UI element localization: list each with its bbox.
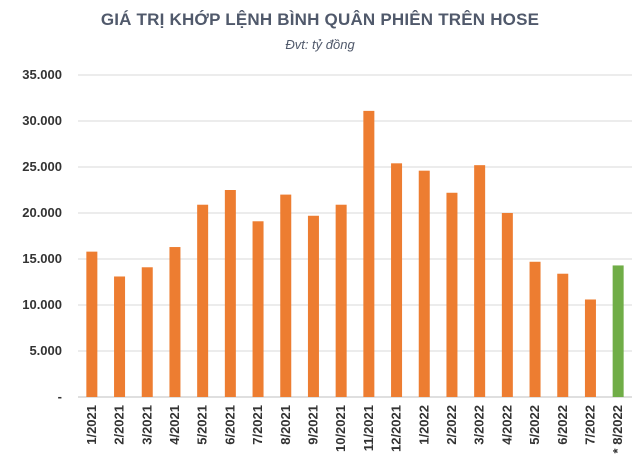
x-tick-label: 8/2021 xyxy=(278,405,293,445)
y-tick-label: 35.000 xyxy=(22,67,62,82)
x-tick-label: 4/2022 xyxy=(499,405,514,445)
chart-title: GIÁ TRỊ KHỚP LỆNH BÌNH QUÂN PHIÊN TRÊN H… xyxy=(100,10,540,29)
x-tick-label: 2/2022 xyxy=(444,405,459,445)
x-tick-label: * 8/2022 xyxy=(610,405,625,453)
bar xyxy=(391,163,403,397)
x-tick-label: 11/2021 xyxy=(361,405,376,451)
bar xyxy=(557,273,569,397)
bar xyxy=(363,110,375,397)
bar xyxy=(418,170,430,397)
y-tick-label: 20.000 xyxy=(22,205,62,220)
y-tick-label: 30.000 xyxy=(22,113,62,128)
x-tick-label: 3/2021 xyxy=(139,405,154,445)
x-tick-label: 6/2021 xyxy=(222,405,237,445)
bar xyxy=(335,204,347,397)
y-tick-label: 15.000 xyxy=(22,251,62,266)
y-tick-label: - xyxy=(58,389,62,404)
x-tick-label: 7/2021 xyxy=(250,405,265,445)
bar xyxy=(252,221,264,397)
bar xyxy=(280,194,292,397)
x-tick-label: 4/2021 xyxy=(167,405,182,445)
bar xyxy=(446,192,458,397)
y-tick-label: 5.000 xyxy=(29,343,62,358)
bar xyxy=(612,265,624,397)
bar xyxy=(529,261,541,397)
y-tick-label: 10.000 xyxy=(22,297,62,312)
x-tick-label: 1/2022 xyxy=(416,405,431,445)
bar xyxy=(169,247,181,397)
x-tick-label: 7/2022 xyxy=(582,405,597,445)
bar xyxy=(307,215,319,397)
bar xyxy=(197,204,209,397)
bar xyxy=(584,299,596,397)
bar xyxy=(114,276,126,397)
bar xyxy=(224,190,236,397)
x-tick-label: 3/2022 xyxy=(472,405,487,445)
x-tick-label: 10/2021 xyxy=(333,405,348,452)
x-tick-label: 5/2022 xyxy=(527,405,542,445)
bar xyxy=(474,165,486,397)
y-tick-label: 25.000 xyxy=(22,159,62,174)
x-tick-label: 9/2021 xyxy=(305,405,320,445)
chart-subtitle: Đvt: tỷ đồng xyxy=(285,37,355,52)
x-tick-label: 2/2021 xyxy=(112,405,127,445)
x-tick-label: 12/2021 xyxy=(389,405,404,452)
x-tick-label: 6/2022 xyxy=(555,405,570,445)
bar xyxy=(86,251,98,397)
bar xyxy=(501,213,513,397)
x-tick-label: 5/2021 xyxy=(195,405,210,445)
x-tick-label: 1/2021 xyxy=(84,405,99,445)
bar xyxy=(141,267,153,397)
